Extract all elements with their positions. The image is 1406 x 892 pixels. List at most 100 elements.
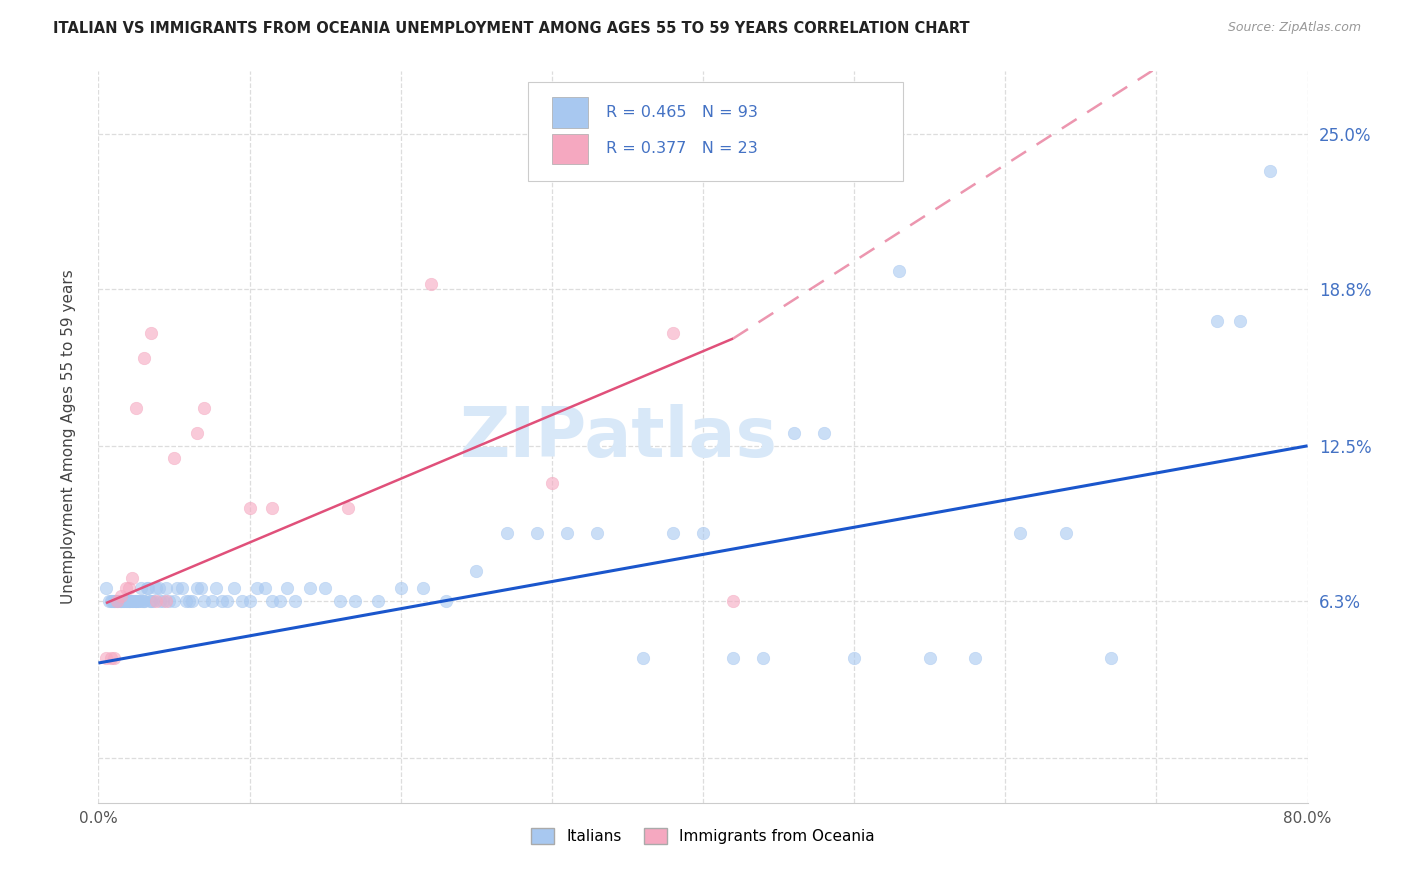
- Point: [107, 593, 129, 607]
- Point: [135, 581, 157, 595]
- Point: [329, 593, 352, 607]
- Point: [586, 526, 609, 541]
- Point: [239, 501, 262, 516]
- Point: [211, 593, 233, 607]
- Point: [889, 264, 911, 278]
- Point: [262, 593, 284, 607]
- Point: [276, 581, 298, 595]
- Text: R = 0.465   N = 93: R = 0.465 N = 93: [606, 105, 758, 120]
- Point: [103, 651, 125, 665]
- FancyBboxPatch shape: [551, 97, 588, 128]
- Point: [1010, 526, 1032, 541]
- Point: [101, 593, 124, 607]
- Point: [121, 571, 143, 585]
- Text: ZIPatlas: ZIPatlas: [460, 403, 778, 471]
- Point: [100, 651, 122, 665]
- Point: [434, 593, 457, 607]
- Point: [262, 501, 284, 516]
- Point: [190, 581, 212, 595]
- Point: [692, 526, 714, 541]
- Point: [110, 589, 132, 603]
- Point: [723, 593, 745, 607]
- Point: [98, 593, 121, 607]
- Point: [752, 651, 775, 665]
- Point: [661, 326, 683, 341]
- Point: [1099, 651, 1122, 665]
- Point: [163, 593, 186, 607]
- Point: [314, 581, 336, 595]
- Text: Source: ZipAtlas.com: Source: ZipAtlas.com: [1227, 21, 1361, 35]
- Point: [124, 593, 146, 607]
- Point: [142, 593, 165, 607]
- Point: [205, 581, 228, 595]
- Point: [201, 593, 224, 607]
- FancyBboxPatch shape: [527, 82, 903, 181]
- Point: [783, 426, 806, 441]
- Legend: Italians, Immigrants from Oceania: Italians, Immigrants from Oceania: [524, 822, 882, 850]
- Point: [118, 593, 141, 607]
- Point: [141, 326, 163, 341]
- Point: [336, 501, 359, 516]
- Point: [132, 593, 155, 607]
- Point: [723, 651, 745, 665]
- Point: [149, 593, 172, 607]
- Point: [118, 581, 141, 595]
- Point: [495, 526, 517, 541]
- Point: [344, 593, 367, 607]
- Point: [115, 593, 138, 607]
- Point: [155, 581, 177, 595]
- Point: [965, 651, 987, 665]
- Point: [105, 593, 128, 607]
- Point: [148, 581, 170, 595]
- Point: [94, 651, 117, 665]
- Point: [181, 593, 204, 607]
- Point: [239, 593, 262, 607]
- Point: [105, 593, 128, 607]
- Point: [136, 581, 159, 595]
- Point: [132, 351, 155, 366]
- Point: [129, 581, 152, 595]
- Point: [103, 593, 125, 607]
- Point: [1229, 314, 1251, 328]
- Point: [120, 593, 142, 607]
- Point: [112, 593, 135, 607]
- Point: [193, 593, 215, 607]
- Point: [166, 581, 188, 595]
- Point: [269, 593, 291, 607]
- Point: [661, 526, 683, 541]
- Point: [152, 593, 174, 607]
- Point: [163, 451, 186, 466]
- Point: [145, 593, 167, 607]
- Point: [186, 581, 208, 595]
- Point: [114, 593, 136, 607]
- Point: [215, 593, 238, 607]
- Point: [253, 581, 276, 595]
- Point: [246, 581, 269, 595]
- Point: [631, 651, 654, 665]
- Point: [122, 593, 145, 607]
- Point: [132, 593, 155, 607]
- Point: [174, 593, 197, 607]
- Point: [367, 593, 389, 607]
- Point: [114, 581, 136, 595]
- Point: [118, 593, 141, 607]
- Point: [465, 564, 488, 578]
- Point: [224, 581, 246, 595]
- Point: [813, 426, 835, 441]
- Point: [100, 593, 122, 607]
- Point: [108, 593, 131, 607]
- Point: [170, 581, 193, 595]
- Point: [555, 526, 578, 541]
- Point: [94, 581, 117, 595]
- Point: [526, 526, 548, 541]
- Point: [127, 593, 149, 607]
- Point: [121, 593, 143, 607]
- Point: [540, 476, 562, 491]
- Point: [110, 593, 132, 607]
- Point: [844, 651, 866, 665]
- Point: [103, 593, 125, 607]
- Point: [299, 581, 322, 595]
- Point: [420, 277, 443, 291]
- Point: [128, 593, 150, 607]
- Point: [125, 593, 148, 607]
